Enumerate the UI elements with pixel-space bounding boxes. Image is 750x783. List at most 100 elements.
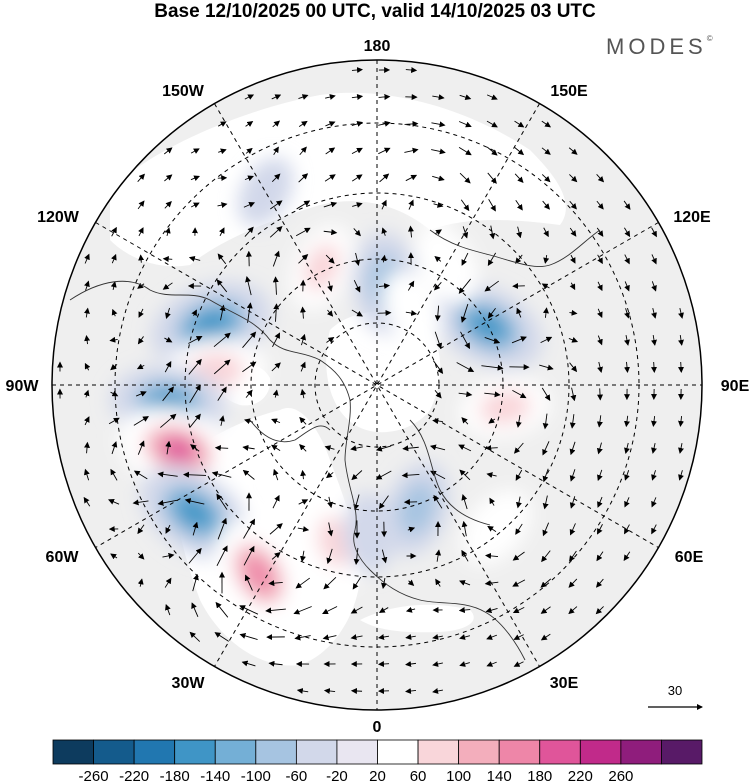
wind-vector xyxy=(569,309,578,316)
wind-vector xyxy=(651,415,657,427)
wind-vector xyxy=(651,497,657,508)
wind-vector xyxy=(484,336,501,344)
wind-vector xyxy=(133,470,148,480)
wind-vector xyxy=(217,253,227,265)
wind-vector xyxy=(432,688,443,694)
coastlines xyxy=(69,229,601,661)
wind-vector xyxy=(624,281,630,292)
wind-vector xyxy=(543,255,550,264)
wind-vector xyxy=(377,661,390,667)
wind-vector xyxy=(401,472,420,479)
wind-vector xyxy=(164,360,172,373)
wind-vector xyxy=(378,93,391,100)
wind-vector xyxy=(541,120,552,128)
wind-vector xyxy=(111,308,118,317)
wind-vector xyxy=(570,387,577,402)
wind-vector xyxy=(514,120,525,128)
wind-vector xyxy=(569,550,577,562)
wind-vector xyxy=(459,94,472,101)
wind-vector xyxy=(543,227,549,238)
brand-text: MODES xyxy=(606,34,707,59)
wind-vector xyxy=(84,441,91,454)
colorbar-segment xyxy=(539,739,581,765)
wind-vector xyxy=(190,444,200,452)
wind-vector xyxy=(595,578,604,588)
wind-vector xyxy=(462,226,469,239)
wind-vector xyxy=(165,604,171,616)
wind-vector xyxy=(624,497,630,508)
wind-vector xyxy=(244,175,254,182)
colorbar-tick-label: 260 xyxy=(608,768,633,783)
wind-vector xyxy=(432,175,445,182)
wind-vector xyxy=(272,250,280,267)
wind-vector xyxy=(271,362,281,372)
anomaly-core xyxy=(354,510,384,557)
wind-vector xyxy=(325,121,336,127)
wind-vector xyxy=(84,253,90,264)
wind-vector xyxy=(651,524,657,535)
wind-vector xyxy=(299,146,307,156)
wind-vector xyxy=(568,147,578,155)
wind-vector xyxy=(354,252,361,266)
wind-vector xyxy=(459,580,471,586)
wind-vector xyxy=(188,256,201,262)
wind-vector xyxy=(351,470,363,481)
wind-vector xyxy=(162,386,174,402)
wind-vector xyxy=(298,253,309,264)
colorbar-segment xyxy=(579,739,622,765)
wind-vector xyxy=(353,494,360,511)
wind-vector xyxy=(351,174,363,182)
wind-vector xyxy=(485,552,499,559)
wind-vector xyxy=(570,254,576,264)
wind-vector xyxy=(244,574,253,591)
wind-vector xyxy=(350,445,363,452)
wind-vector xyxy=(138,308,144,318)
wind-vector xyxy=(162,256,173,263)
wind-vector xyxy=(351,309,363,317)
wind-vector xyxy=(515,414,522,428)
wind-vector xyxy=(487,525,497,532)
wind-vector xyxy=(651,281,657,292)
wind-vector xyxy=(623,551,631,562)
wind-vector xyxy=(402,445,419,452)
wind-vector xyxy=(378,607,389,613)
wind-vector xyxy=(108,417,120,425)
wind-vector xyxy=(327,309,334,317)
wind-vector xyxy=(189,631,201,642)
wind-vector xyxy=(136,363,145,370)
wind-vector xyxy=(378,120,391,127)
anomaly-core xyxy=(395,287,429,331)
wind-vector xyxy=(515,496,522,509)
wind-vector xyxy=(597,335,603,346)
wind-vector xyxy=(326,336,335,343)
wind-vector xyxy=(541,550,551,563)
wind-vector xyxy=(596,551,604,562)
wind-vector xyxy=(487,252,497,266)
graticule xyxy=(52,60,702,710)
wind-vector xyxy=(407,225,414,238)
wind-vector xyxy=(434,229,442,236)
wind-vector xyxy=(352,576,362,590)
wind-vector xyxy=(138,227,144,237)
wind-vector xyxy=(407,280,415,291)
colorbar-tick-label: -100 xyxy=(241,768,271,783)
wind-vector xyxy=(486,94,498,100)
wind-vector xyxy=(271,418,281,425)
wind-vector xyxy=(325,147,336,155)
wind-vector xyxy=(83,496,91,507)
wind-vector xyxy=(651,361,657,373)
wind-vector xyxy=(486,120,498,128)
wind-vector xyxy=(164,577,172,588)
wind-vector xyxy=(110,553,118,560)
wind-vector xyxy=(215,601,229,618)
wind-vector xyxy=(239,633,258,640)
wind-vector xyxy=(265,607,286,614)
wind-vector xyxy=(352,202,363,208)
wind-vector xyxy=(458,391,473,398)
wind-vector xyxy=(404,147,419,154)
wind-vector xyxy=(624,442,630,454)
wind-vector xyxy=(322,634,337,641)
colorbar-tick-label: -220 xyxy=(119,768,149,783)
wind-vector xyxy=(244,94,255,100)
wind-vector xyxy=(84,334,91,345)
